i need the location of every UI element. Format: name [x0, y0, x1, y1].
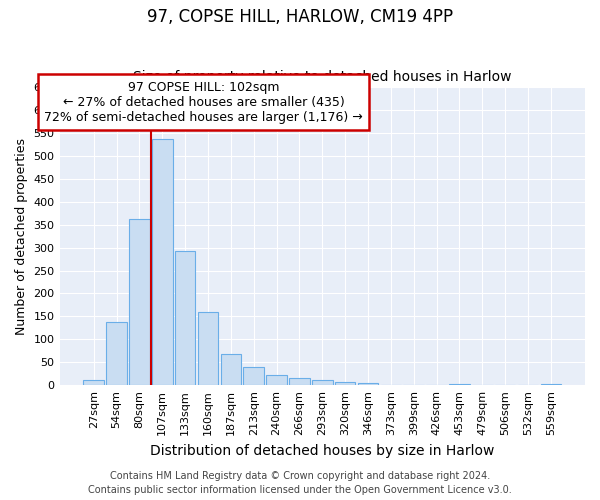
- Title: Size of property relative to detached houses in Harlow: Size of property relative to detached ho…: [133, 70, 512, 85]
- Bar: [106, 322, 127, 385]
- Bar: [198, 312, 218, 385]
- Bar: [312, 380, 332, 385]
- Bar: [335, 382, 355, 385]
- Bar: [83, 380, 104, 385]
- Text: 97 COPSE HILL: 102sqm
← 27% of detached houses are smaller (435)
72% of semi-det: 97 COPSE HILL: 102sqm ← 27% of detached …: [44, 80, 363, 124]
- Bar: [358, 384, 378, 385]
- Bar: [152, 139, 173, 385]
- Bar: [289, 378, 310, 385]
- Bar: [449, 384, 470, 385]
- Bar: [266, 375, 287, 385]
- Text: Contains HM Land Registry data © Crown copyright and database right 2024.
Contai: Contains HM Land Registry data © Crown c…: [88, 471, 512, 495]
- Bar: [244, 367, 264, 385]
- Bar: [129, 218, 150, 385]
- Bar: [541, 384, 561, 385]
- Text: 97, COPSE HILL, HARLOW, CM19 4PP: 97, COPSE HILL, HARLOW, CM19 4PP: [147, 8, 453, 26]
- Bar: [221, 354, 241, 385]
- X-axis label: Distribution of detached houses by size in Harlow: Distribution of detached houses by size …: [150, 444, 494, 458]
- Bar: [175, 252, 196, 385]
- Y-axis label: Number of detached properties: Number of detached properties: [15, 138, 28, 334]
